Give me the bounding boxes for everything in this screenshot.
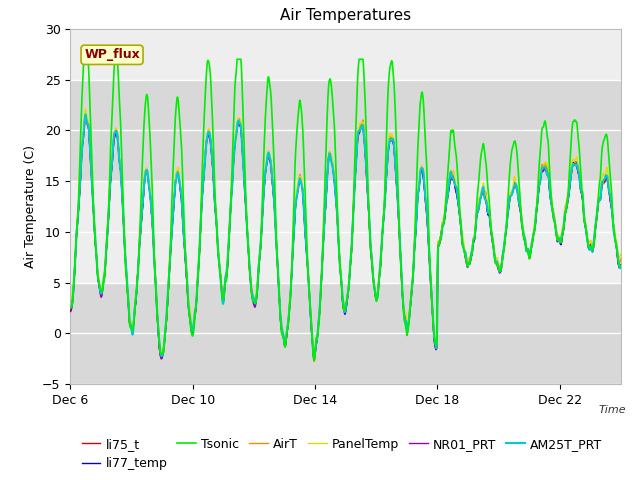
Bar	[70, 283, 621, 384]
Text: WP_flux: WP_flux	[84, 48, 140, 61]
Title: Air Temperatures: Air Temperatures	[280, 9, 411, 24]
Legend: li75_t, li77_temp, Tsonic, AirT, PanelTemp, NR01_PRT, AM25T_PRT: li75_t, li77_temp, Tsonic, AirT, PanelTe…	[77, 433, 607, 475]
Y-axis label: Air Temperature (C): Air Temperature (C)	[24, 145, 36, 268]
Text: Time: Time	[598, 405, 627, 415]
Bar	[70, 80, 621, 181]
